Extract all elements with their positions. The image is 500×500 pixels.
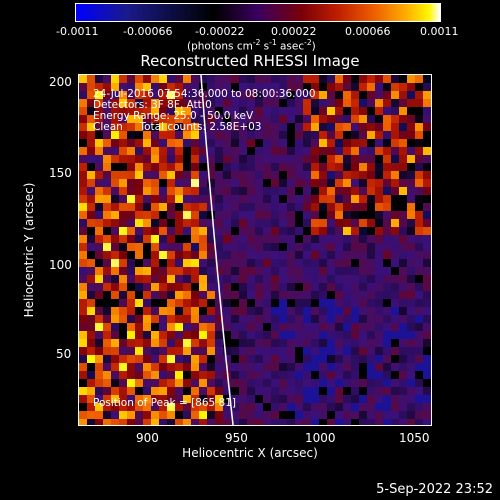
x-tick-label: 1000 (305, 431, 336, 445)
plot-title: Reconstructed RHESSI Image (140, 52, 360, 70)
heatmap (79, 75, 431, 425)
colorbar-tick-label: 0.0011 (420, 25, 459, 38)
y-tick-label: 100 (49, 258, 72, 272)
image-plot-area (78, 74, 432, 426)
x-axis-label: Heliocentric X (arcsec) (182, 446, 318, 460)
colorbar-tick-label: -0.0011 (56, 25, 99, 38)
peak-position-label: Position of Peak = [865 81] (93, 397, 237, 409)
heatmap-cells (79, 75, 431, 425)
colorbar (75, 3, 441, 22)
x-tick-label: 1050 (399, 431, 430, 445)
colorbar-tick-label: -0.00066 (123, 25, 173, 38)
info-detectors: Detectors: 3F 8F, Att 0 (93, 99, 212, 111)
y-tick-label: 150 (49, 166, 72, 180)
colorbar-tick-label: 0.00022 (271, 25, 317, 38)
y-tick-label: 50 (56, 347, 72, 361)
info-total-counts: Clean Total counts: 2.58E+03 (93, 121, 262, 133)
colorbar-tick-label: 0.00066 (345, 25, 391, 38)
timestamp: 5-Sep-2022 23:52 (376, 482, 493, 497)
y-tick-label: 200 (49, 75, 72, 89)
info-time-range: 24-Jul-2016 07:54:36.000 to 08:00:36.000 (93, 88, 316, 100)
x-tick-label: 950 (225, 431, 248, 445)
y-axis-label: Heliocentric Y (arcsec) (22, 182, 36, 318)
colorbar-unit-label: (photons cm-2 s-1 asec-2) (187, 38, 316, 53)
colorbar-tick-label: -0.00022 (195, 25, 245, 38)
x-tick-label: 900 (136, 431, 159, 445)
info-energy-range: Energy Range: 25.0 - 50.0 keV (93, 110, 254, 122)
solar-limb-line (200, 75, 234, 425)
